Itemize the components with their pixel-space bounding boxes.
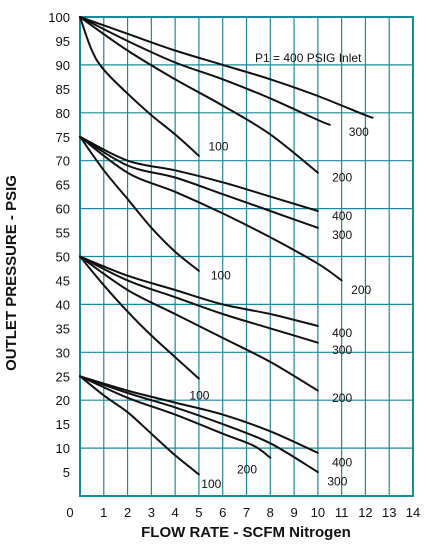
flow-curve: [79, 375, 272, 459]
curve-label: 300: [349, 125, 369, 139]
y-tick-label: 75: [56, 130, 70, 145]
curve-label: 200: [351, 283, 371, 297]
y-tick-label: 15: [56, 417, 70, 432]
flow-curve: [79, 135, 200, 272]
y-tick-label: 35: [56, 321, 70, 336]
flow-curve: [79, 255, 319, 392]
y-tick-label: 20: [56, 393, 70, 408]
x-tick-label: 13: [382, 505, 396, 520]
y-axis-ticks: 5 10 15 20 25 30 35 40 45 50 55 60 65 70 75 80 85 90 95 100: [48, 10, 70, 480]
x-axis-title: FLOW RATE - SCFM Nitrogen: [141, 524, 351, 541]
inlet-pressure-annotation: P1 = 400 PSIG Inlet: [255, 51, 362, 65]
curve-label: 200: [332, 170, 352, 184]
flow-curve: [79, 135, 319, 229]
curve-label: 400: [332, 326, 352, 340]
curve-label: 200: [237, 463, 257, 477]
chart-curves: [79, 16, 374, 476]
y-tick-label: 90: [56, 58, 70, 73]
x-tick-label: 4: [172, 505, 179, 520]
curve-label: 200: [332, 391, 352, 405]
flow-curve: [79, 135, 319, 212]
flow-curve: [79, 375, 319, 454]
x-tick-label: 0: [66, 505, 73, 520]
y-tick-label: 40: [56, 297, 70, 312]
x-tick-label: 7: [243, 505, 250, 520]
y-tick-label: 70: [56, 154, 70, 169]
flow-curve: [79, 375, 319, 474]
curve-label: 300: [332, 228, 352, 242]
x-tick-label: 11: [335, 505, 349, 520]
curve-label: 300: [327, 475, 347, 489]
flow-curve: [79, 135, 343, 282]
flow-curve: [79, 375, 200, 476]
y-tick-label: 25: [56, 369, 70, 384]
flow-curve: [79, 255, 200, 380]
y-tick-label: 65: [56, 178, 70, 193]
x-tick-label: 6: [219, 505, 226, 520]
chart-grid: [79, 16, 414, 497]
x-tick-label: 10: [311, 505, 325, 520]
chart-curve-labels: 100 200 300 100 200 300 400 100 200 300 400 100 200 3…: [189, 125, 371, 491]
curve-label: 100: [208, 139, 228, 153]
y-tick-label: 30: [56, 345, 70, 360]
curve-label: 100: [189, 388, 209, 402]
flow-curve: [79, 16, 319, 174]
flow-curve: [79, 16, 374, 119]
x-tick-label: 14: [406, 505, 420, 520]
y-tick-label: 60: [56, 202, 70, 217]
x-axis-ticks: 0 1 2 3 4 5 6 7 8 9 10 11 12 13 14: [66, 505, 420, 520]
x-tick-label: 3: [148, 505, 155, 520]
flow-curve: [79, 16, 331, 126]
y-tick-label: 85: [56, 82, 70, 97]
y-tick-label: 5: [63, 465, 70, 480]
x-tick-label: 2: [124, 505, 131, 520]
curve-label: 400: [332, 209, 352, 223]
flow-curve: [79, 255, 319, 344]
y-tick-label: 80: [56, 106, 70, 121]
flow-curve: [79, 255, 319, 327]
flow-curve: [79, 16, 200, 157]
x-tick-label: 1: [100, 505, 107, 520]
y-tick-label: 50: [56, 250, 70, 265]
y-tick-label: 100: [48, 10, 70, 25]
x-tick-label: 5: [195, 505, 202, 520]
curve-label: 100: [211, 269, 231, 283]
x-tick-label: 9: [290, 505, 297, 520]
curve-label: 300: [332, 343, 352, 357]
curve-label: 400: [332, 455, 352, 469]
x-tick-label: 8: [267, 505, 274, 520]
y-tick-label: 55: [56, 226, 70, 241]
y-tick-label: 10: [56, 441, 70, 456]
y-tick-label: 45: [56, 273, 70, 288]
x-tick-label: 12: [358, 505, 372, 520]
curve-label: 100: [201, 477, 221, 491]
y-axis-title: OUTLET PRESSURE - PSIG: [3, 175, 20, 371]
y-tick-label: 95: [56, 34, 70, 49]
